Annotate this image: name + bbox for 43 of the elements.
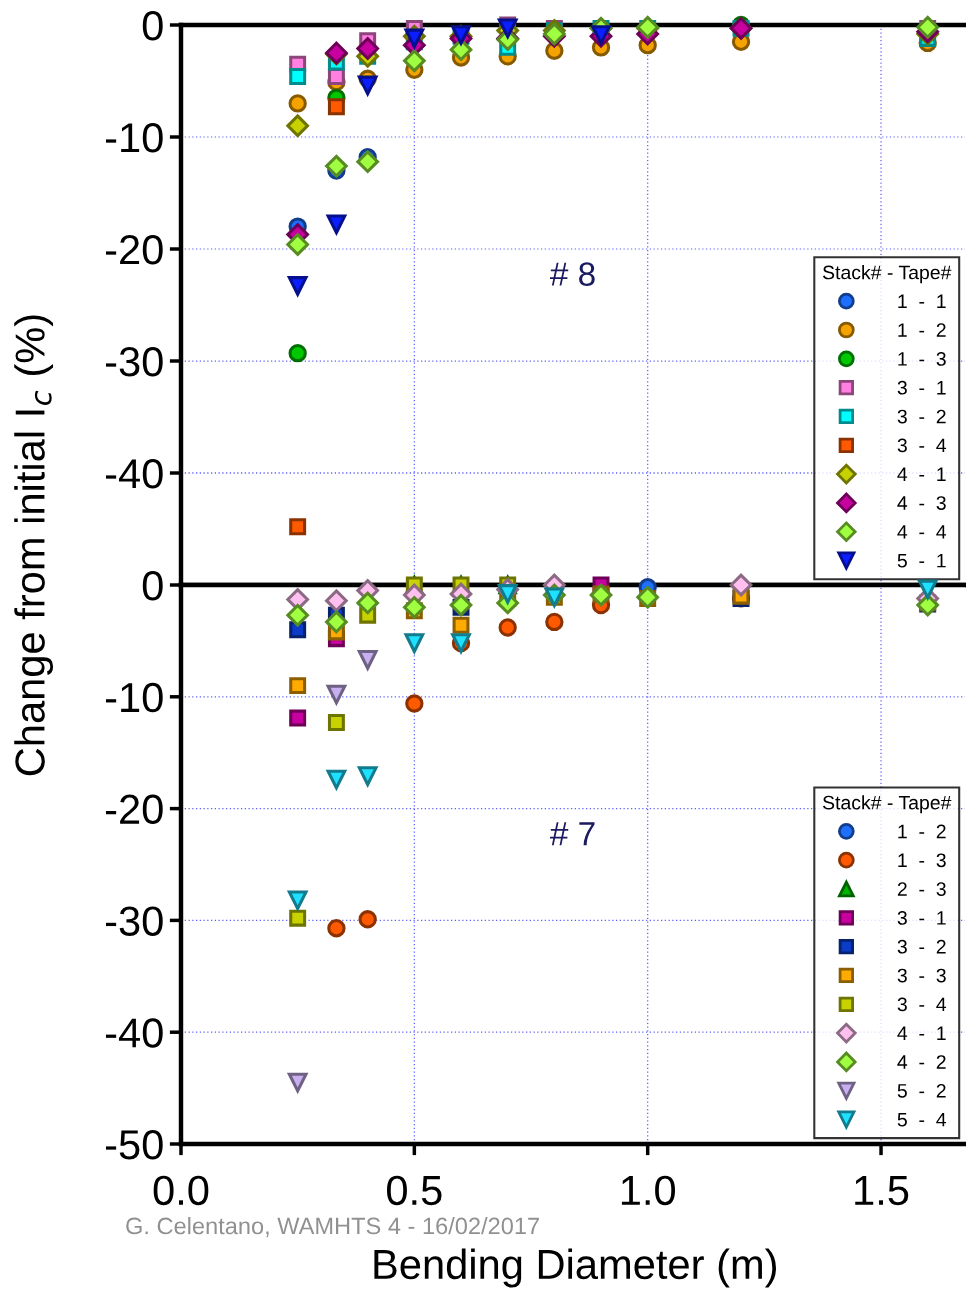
legend-label: 4 - 2	[897, 1055, 946, 1069]
annotation: # 7	[550, 822, 595, 846]
y-tick-label: 0	[142, 571, 163, 601]
legend-label: 3 - 2	[897, 939, 946, 954]
y-tick-label: -50	[105, 1130, 163, 1160]
y-tick-label: -30	[105, 347, 163, 377]
y-tick-label: -30	[105, 906, 163, 936]
legend-title: Stack# - Tape#	[822, 265, 952, 284]
legend-label: 1 - 3	[898, 853, 946, 868]
y-tick-label: -20	[105, 235, 163, 265]
x-tick-label: 0.5	[387, 1175, 442, 1206]
x-tick-label: 1.0	[621, 1175, 676, 1206]
legend-label: 3 - 4	[897, 438, 947, 453]
legend-title: Stack# - Tape#	[822, 795, 952, 814]
legend-label: 4 - 1	[897, 1026, 946, 1040]
y-tick-label: 0	[142, 11, 163, 41]
legend-label: 3 - 1	[897, 380, 946, 395]
legend-label: 1 - 2	[898, 824, 946, 839]
legend-label: 4 - 1	[897, 467, 946, 481]
annotation: # 8	[550, 262, 595, 286]
legend-label: 5 - 4	[897, 1112, 947, 1127]
x-tick-label: 1.5	[855, 1176, 909, 1206]
x-axis-title: Bending Diameter (m)	[374, 1248, 776, 1288]
legend-label: 3 - 3	[897, 968, 946, 983]
y-tick-label: -40	[105, 459, 163, 489]
text: G. Celentano, WAMHTS 4 - 16/02/2017	[126, 1216, 539, 1238]
legend-label: 3 - 1	[897, 911, 946, 925]
legend-label: 1 - 3	[898, 352, 946, 366]
legend-label: 4 - 4	[897, 525, 947, 539]
y-tick-label: -40	[105, 1018, 163, 1048]
y-tick-label: -10	[105, 123, 163, 153]
legend-label: 4 - 3	[897, 496, 946, 510]
legend-label: 2 - 3	[897, 882, 946, 896]
legend-label: 3 - 2	[897, 409, 946, 424]
legend-label: 3 - 4	[897, 997, 947, 1012]
legend-label: 1 - 2	[898, 323, 946, 337]
legend-label: 5 - 2	[897, 1083, 946, 1098]
y-tick-label: -10	[105, 682, 163, 713]
legend-label: 5 - 1	[897, 553, 946, 568]
y-tick-label: -20	[105, 794, 163, 825]
legend-label: 1 - 1	[898, 294, 946, 308]
x-tick-label: 0.0	[153, 1175, 209, 1206]
y-axis-title: Change from initial I$_{c}$ (%)	[14, 315, 54, 776]
